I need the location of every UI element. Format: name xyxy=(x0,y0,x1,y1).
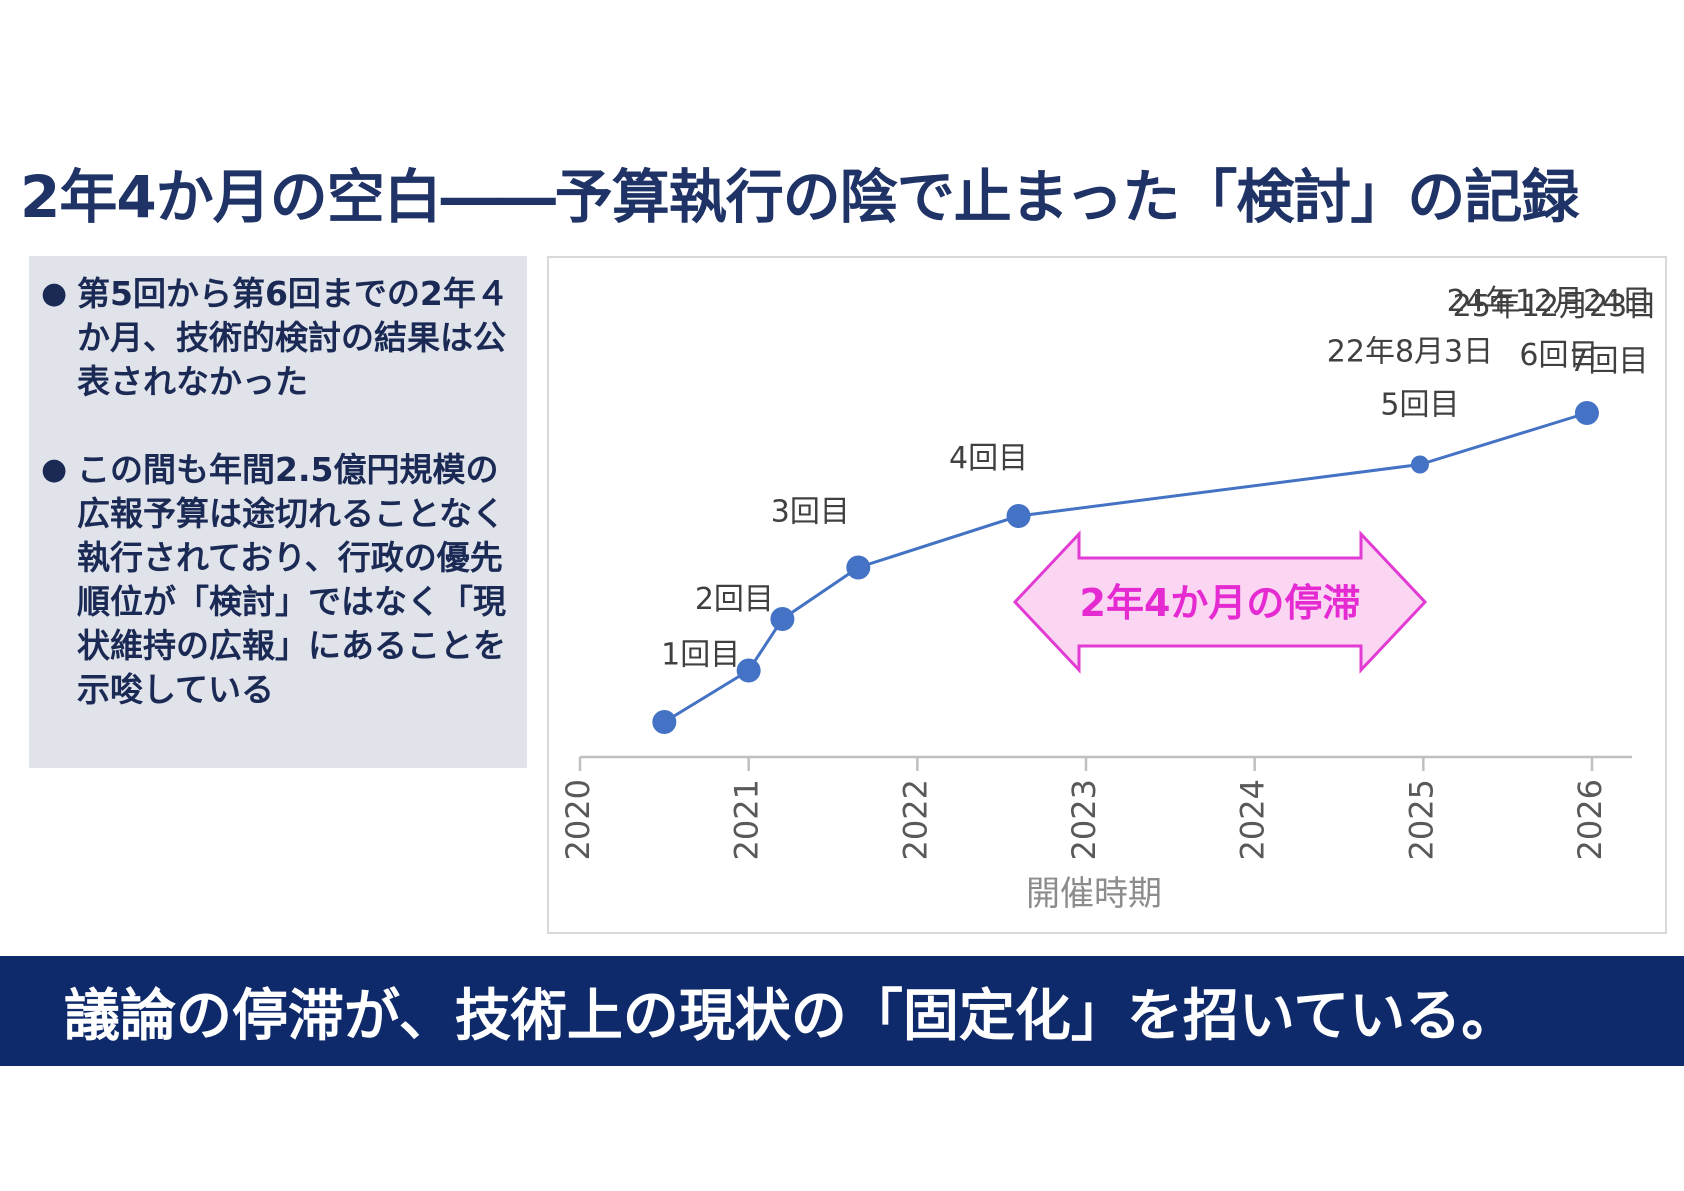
stagnation-label: 2年4か月の停滞 xyxy=(1080,581,1361,625)
data-point xyxy=(846,555,871,580)
notes-panel: ● 第5回から第6回までの2年４か月、技術的検討の結果は公表されなかった ● こ… xyxy=(29,256,527,768)
x-tick-label: 2025 xyxy=(1402,779,1440,860)
point-date-label: 24年12月24日 xyxy=(1447,284,1652,319)
point-date-label: 25年12月23日 xyxy=(1453,289,1658,324)
data-point xyxy=(770,607,795,631)
data-point xyxy=(736,658,761,683)
x-tick-label: 2024 xyxy=(1234,779,1272,860)
x-tick-label: 2023 xyxy=(1065,779,1103,860)
page-title: 2年4か月の空白――予算執行の陰で止まった「検討」の記録 xyxy=(20,163,1579,231)
point-count-label: 1回目 xyxy=(661,638,740,673)
data-point xyxy=(1006,504,1031,528)
point-count-label: 4回目 xyxy=(949,441,1028,476)
bullet-icon: ● xyxy=(41,452,68,487)
point-count-label: 2回目 xyxy=(695,582,774,617)
point-count-label: 3回目 xyxy=(771,495,850,530)
point-count-label: 6回目 xyxy=(1519,338,1598,373)
note-text: 第5回から第6回までの2年４か月、技術的検討の結果は公表されなかった xyxy=(77,274,509,401)
stagnation-arrow-icon xyxy=(1012,530,1428,674)
point-count-label: 7回目 xyxy=(1569,344,1648,379)
note-item: ● この間も年間2.5億円規模の広報予算は途切れることなく執行されており、行政の… xyxy=(41,448,517,712)
data-point xyxy=(1574,401,1599,425)
point-date-label: 22年8月3日 xyxy=(1327,335,1493,370)
note-item: ● 第5回から第6回までの2年４か月、技術的検討の結果は公表されなかった xyxy=(41,272,517,404)
x-tick-label: 2020 xyxy=(559,779,597,860)
footer-message: 議論の停滞が、技術上の現状の「固定化」を招いている。 xyxy=(64,983,1518,1049)
bullet-icon: ● xyxy=(41,276,68,311)
x-tick-label: 2021 xyxy=(728,779,766,860)
note-text: この間も年間2.5億円規模の広報予算は途切れることなく執行されており、行政の優先… xyxy=(77,450,506,709)
x-axis-title: 開催時期 xyxy=(1026,874,1162,914)
point-count-label: 5回目 xyxy=(1380,388,1459,423)
data-point xyxy=(1410,455,1429,474)
footer-banner: 議論の停滞が、技術上の現状の「固定化」を招いている。 xyxy=(0,956,1684,1066)
x-tick-label: 2022 xyxy=(896,779,934,860)
data-point xyxy=(652,710,677,734)
x-tick-label: 2026 xyxy=(1571,779,1609,860)
